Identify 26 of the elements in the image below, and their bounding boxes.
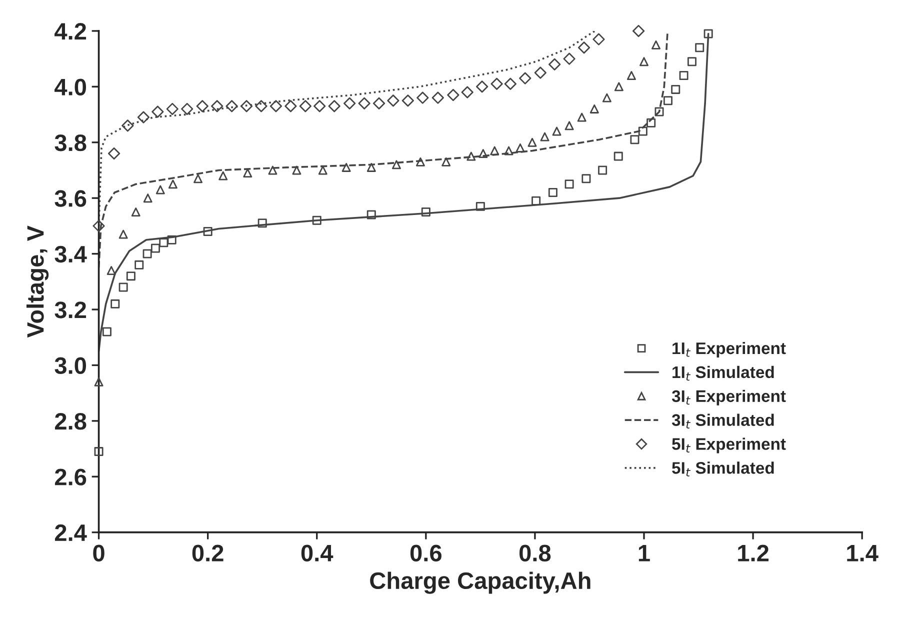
legend-label: 3I$_{t}$ Simulated: [672, 414, 774, 429]
x-tick-label: 0: [93, 544, 104, 562]
x-tick-label: 1.2: [738, 544, 769, 562]
y-tick-label: 4.0: [54, 78, 86, 96]
y-tick-label: 2.8: [54, 412, 86, 430]
y-tick-label: 2.4: [54, 524, 87, 541]
legend-label: 5I$_{t}$ Experiment: [672, 438, 786, 454]
x-tick-label: 0.6: [410, 544, 442, 562]
x-tick-label: 0.2: [192, 544, 224, 562]
y-tick-label: 3.4: [54, 246, 87, 263]
y-tick-label: 3.8: [54, 134, 86, 152]
x-tick-label: 0.4: [301, 544, 334, 562]
legend-label: 1I$_{t}$ Simulated: [672, 366, 774, 381]
y-tick-label: 3.2: [54, 302, 86, 318]
legend-label: 3I$_{t}$ Experiment: [672, 390, 786, 406]
y-tick-label: 3.6: [54, 190, 86, 207]
legend-label: 5I$_{t}$ Simulated: [672, 462, 774, 476]
x-tick-label: 1.4: [847, 545, 878, 562]
y-axis-title: Voltage, V: [26, 226, 49, 338]
y-tick-label: 2.6: [54, 468, 86, 486]
legend-label: 1I$_{t}$ Experiment: [672, 342, 786, 358]
y-tick-label: 4.2: [54, 23, 86, 40]
y-tick-label: 3.0: [54, 357, 86, 374]
x-axis-title: Charge Capacity,Ah: [370, 572, 590, 594]
x-tick-label: 0.8: [519, 544, 551, 562]
x-tick-label: 1: [638, 545, 650, 562]
